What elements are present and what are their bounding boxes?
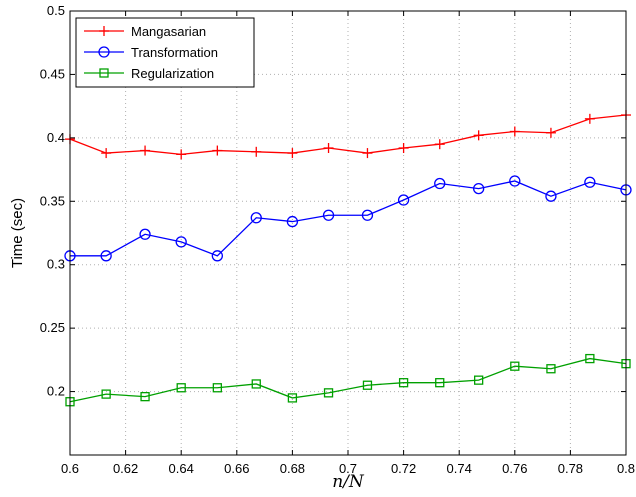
data-point-mangasarian [251, 146, 262, 157]
y-tick-label: 0.25 [40, 320, 65, 335]
legend-marker-transformation [98, 46, 110, 58]
legend: Mangasarian Transformation Regularization [75, 17, 255, 88]
y-tick-label: 0.45 [40, 66, 65, 81]
x-axis-label: n/N [332, 472, 365, 492]
data-point-transformation [473, 182, 485, 195]
legend-item-regularization: Regularization [84, 66, 214, 81]
data-point-mangasarian [545, 127, 556, 138]
data-point-mangasarian [398, 143, 409, 154]
data-point-mangasarian [287, 148, 298, 159]
series-line-regularization [69, 357, 627, 403]
data-point-mangasarian [140, 145, 151, 156]
data-point-regularization [435, 378, 445, 388]
data-point-transformation [139, 228, 151, 240]
y-tick-label: 0.35 [40, 193, 65, 208]
y-axis-label: Time (sec) [9, 198, 26, 268]
data-point-regularization [251, 379, 261, 389]
data-point-regularization [474, 375, 484, 385]
data-point-transformation [584, 176, 596, 188]
data-point-transformation [509, 175, 521, 187]
data-point-transformation [100, 250, 112, 262]
data-point-regularization [323, 388, 334, 398]
series-line-transformation [70, 180, 627, 257]
x-tick-label: 0.7 [339, 461, 357, 476]
data-point-regularization [287, 393, 298, 403]
y-tick-label: 0.5 [47, 3, 65, 18]
data-point-mangasarian [434, 139, 445, 150]
data-point-regularization [398, 378, 409, 388]
series-transformation [64, 175, 632, 262]
series-line-mangasarian [69, 114, 627, 156]
data-point-regularization [176, 383, 186, 393]
data-point-mangasarian [323, 143, 334, 154]
data-point-transformation [397, 194, 410, 206]
x-tick-label: 0.6 [61, 461, 79, 476]
data-point-transformation [361, 209, 374, 221]
x-tick-label: 0.66 [224, 461, 249, 476]
data-point-regularization [510, 361, 520, 371]
legend-label-transformation: Transformation [131, 45, 218, 60]
x-tick-label: 0.8 [617, 461, 635, 476]
data-point-regularization [585, 353, 595, 364]
axes: 0.6 0.62 0.64 0.66 0.68 0.7 0.72 0.74 0.76 0.78 0.… [40, 3, 635, 476]
data-point-regularization [140, 391, 150, 402]
data-point-regularization [362, 380, 373, 390]
data-point-transformation [545, 190, 557, 202]
data-point-mangasarian [473, 130, 484, 141]
x-tick-label: 0.68 [280, 461, 305, 476]
legend-marker-mangasarian [99, 26, 109, 36]
x-tick-label: 0.76 [502, 461, 527, 476]
y-tick-label: 0.2 [47, 384, 65, 399]
data-point-transformation [286, 215, 299, 228]
data-point-mangasarian [509, 126, 520, 137]
data-point-mangasarian [362, 148, 373, 159]
data-point-mangasarian [212, 145, 223, 156]
legend-label-regularization: Regularization [131, 66, 214, 81]
legend-label-mangasarian: Mangasarian [131, 24, 206, 39]
x-tick-label: 0.64 [169, 461, 194, 476]
data-point-regularization [101, 389, 111, 399]
data-point-mangasarian [101, 148, 112, 159]
plot-frame [69, 10, 627, 456]
y-tick-label: 0.4 [47, 130, 65, 145]
legend-marker-regularization [99, 68, 109, 78]
data-point-transformation [250, 212, 262, 224]
data-point-transformation [434, 177, 446, 190]
data-point-transformation [211, 250, 223, 262]
legend-item-transformation: Transformation [84, 45, 218, 60]
data-point-regularization [546, 364, 556, 374]
data-point-mangasarian [176, 149, 187, 160]
data-point-regularization [212, 383, 222, 393]
legend-item-mangasarian: Mangasarian [84, 24, 206, 39]
data-point-mangasarian [584, 113, 595, 124]
y-tick-label: 0.3 [47, 257, 65, 272]
data-point-transformation [175, 236, 187, 248]
x-tick-label: 0.62 [113, 461, 138, 476]
x-tick-label: 0.72 [391, 461, 416, 476]
data-point-transformation [322, 209, 335, 221]
x-tick-label: 0.74 [447, 461, 472, 476]
x-tick-label: 0.78 [558, 461, 583, 476]
